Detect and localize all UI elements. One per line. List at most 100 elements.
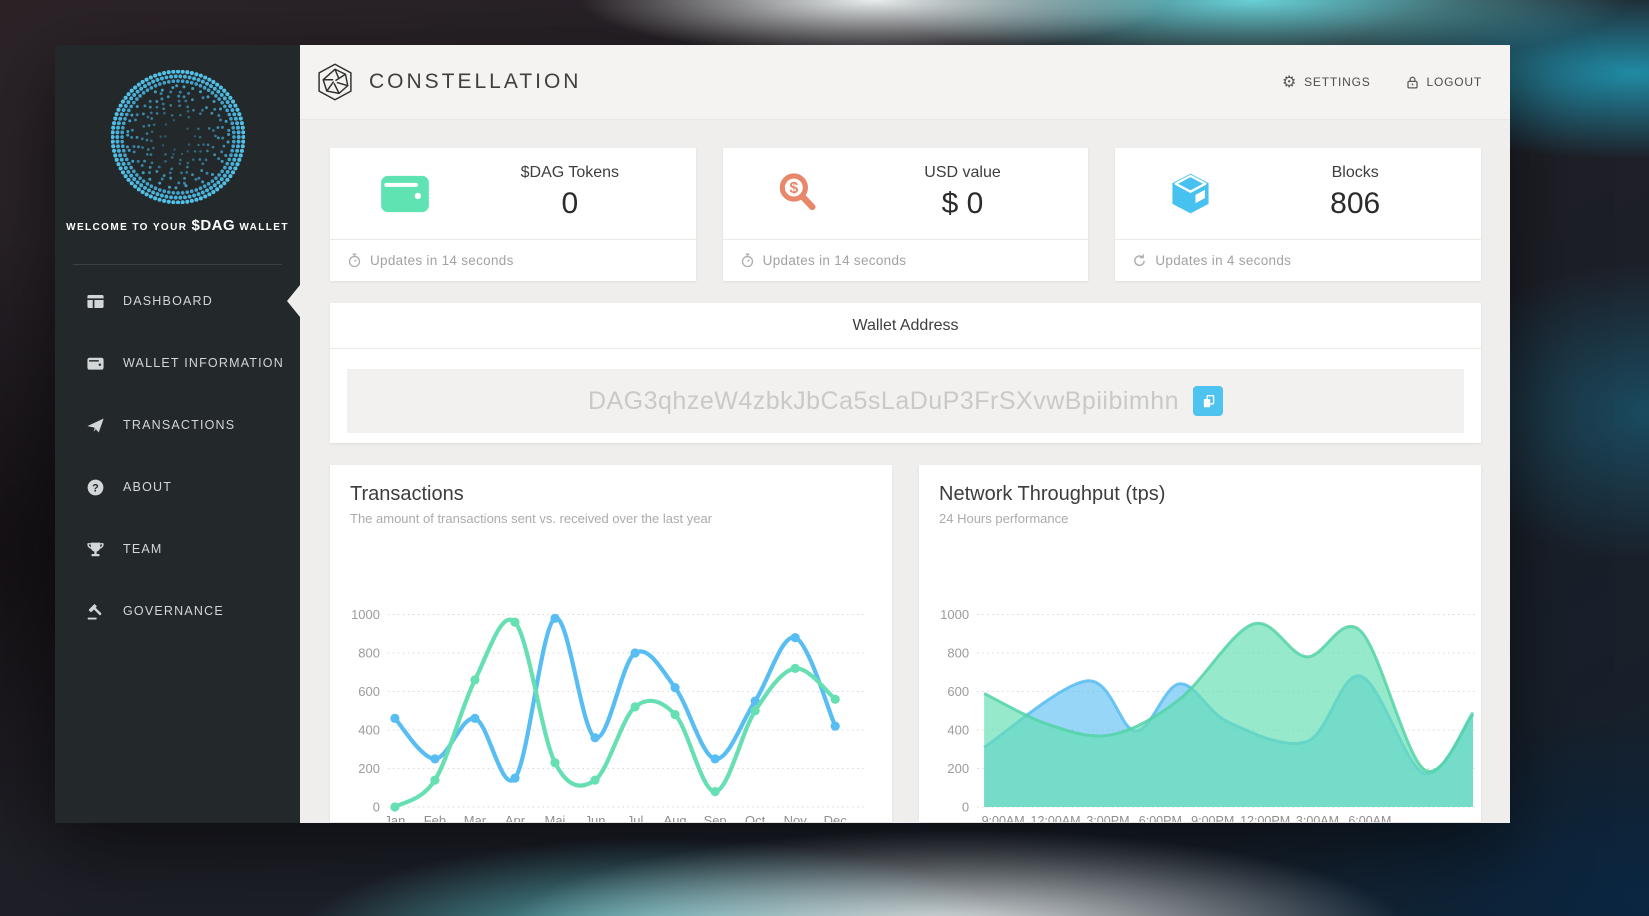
svg-text:9:00AM: 9:00AM (982, 814, 1025, 822)
stat-card-footer-text: Updates in 14 seconds (370, 253, 514, 268)
stat-card-value: $ 0 (941, 187, 984, 220)
wallet-app-window: WELCOME TO YOUR $DAG WALLET DASHBOARD WAL… (55, 45, 1510, 823)
svg-text:$: $ (789, 180, 798, 197)
svg-text:Sep: Sep (704, 813, 727, 822)
wallet-address-divider (330, 348, 1481, 349)
svg-text:1000: 1000 (351, 607, 380, 622)
svg-text:9:00PM: 9:00PM (1191, 814, 1234, 822)
gavel-icon (85, 601, 105, 621)
stat-card-top: $DAG Tokens 0 (330, 148, 696, 239)
wallet-address-value: DAG3qhzeW4zbkJbCa5sLaDuP3FrSXvwBpiibimhn (587, 386, 1180, 415)
stat-card-title: Blocks (1331, 164, 1379, 181)
stat-cards-row: $DAG Tokens 0 Updates in 14 seconds $ USD va… (330, 148, 1482, 281)
sidebar-divider (73, 264, 282, 265)
cube-icon (1115, 170, 1265, 217)
svg-text:Aug: Aug (664, 813, 687, 822)
throughput-chart-card: Network Throughput (tps) 24 Hours perfor… (919, 465, 1481, 822)
dashboard-content: $DAG Tokens 0 Updates in 14 seconds $ USD va… (300, 120, 1510, 823)
dotted-globe-icon (110, 69, 245, 205)
svg-text:Mar: Mar (464, 813, 487, 822)
sidebar-item-about[interactable]: ? ABOUT (55, 456, 300, 518)
stopwatch-icon (740, 253, 755, 268)
stat-card-texts: $DAG Tokens 0 (480, 164, 696, 221)
svg-text:Feb: Feb (424, 813, 446, 822)
sidebar-item-transactions[interactable]: TRANSACTIONS (55, 394, 300, 456)
question-icon: ? (85, 477, 105, 497)
stat-card-footer: Updates in 4 seconds (1115, 239, 1482, 281)
transactions-chart-card: Transactions The amount of transactions … (330, 465, 892, 822)
svg-text:Oct: Oct (745, 813, 766, 822)
svg-text:800: 800 (358, 645, 380, 660)
svg-text:0: 0 (962, 800, 969, 815)
topbar-actions: ⚙ SETTINGS LOGOUT (1282, 74, 1482, 90)
copy-icon (1203, 394, 1214, 407)
stat-card-blocks: Blocks 806 Updates in 4 seconds (1115, 148, 1482, 281)
wallet-card-icon (330, 173, 480, 215)
throughput-chart-title: Network Throughput (tps) (939, 483, 1166, 505)
brand: CONSTELLATION (315, 62, 581, 102)
sidebar-item-label: ABOUT (123, 480, 173, 494)
lock-icon (1405, 75, 1420, 90)
svg-text:200: 200 (947, 761, 969, 776)
stat-card-footer: Updates in 14 seconds (722, 239, 1089, 281)
search-dollar-icon: $ (723, 170, 873, 218)
stat-card-footer-text: Updates in 4 seconds (1155, 253, 1292, 268)
sidebar-item-dashboard[interactable]: DASHBOARD (55, 270, 300, 332)
dag-dotted-globe-logo (110, 69, 245, 205)
stat-card-title: USD value (924, 164, 1001, 181)
constellation-hexagon-icon (318, 63, 352, 101)
sidebar-item-label: GOVERNANCE (123, 604, 224, 618)
dashboard-icon (85, 291, 105, 311)
stat-card-title: $DAG Tokens (520, 164, 620, 181)
svg-text:6:00AM: 6:00AM (1348, 814, 1391, 822)
svg-text:Dec: Dec (824, 813, 848, 822)
svg-text:Mai: Mai (545, 813, 566, 822)
svg-text:200: 200 (358, 761, 380, 776)
sidebar-item-label: DASHBOARD (123, 294, 213, 308)
stat-card-value: 0 (561, 187, 579, 220)
svg-text:0: 0 (373, 799, 380, 814)
svg-text:3:00PM: 3:00PM (1086, 814, 1129, 822)
settings-button[interactable]: ⚙ SETTINGS (1282, 74, 1371, 90)
welcome-text: WELCOME TO YOUR $DAG WALLET (55, 217, 300, 234)
sidebar-item-wallet-information[interactable]: WALLET INFORMATION (55, 332, 300, 394)
wallet-icon (85, 353, 105, 373)
svg-text:600: 600 (358, 684, 380, 699)
stopwatch-icon (347, 253, 362, 268)
welcome-suffix: WALLET (235, 222, 289, 233)
sidebar-item-governance[interactable]: GOVERNANCE (55, 580, 300, 642)
sidebar-menu: DASHBOARD WALLET INFORMATION TRANSACTIONS?… (55, 270, 300, 642)
topbar: CONSTELLATION ⚙ SETTINGS LOGOUT (300, 45, 1510, 120)
logout-button[interactable]: LOGOUT (1405, 75, 1482, 90)
wallet-address-card: Wallet Address DAG3qhzeW4zbkJbCa5sLaDuP3… (330, 303, 1481, 443)
stat-card-value: 806 (1330, 187, 1381, 220)
charts-row: Transactions The amount of transactions … (330, 465, 1481, 822)
svg-text:12:00AM: 12:00AM (1031, 814, 1081, 822)
wallet-address-title: Wallet Address (852, 317, 959, 334)
welcome-prefix: WELCOME TO YOUR (66, 222, 192, 233)
sidebar-item-team[interactable]: TEAM (55, 518, 300, 580)
copy-address-button[interactable] (1193, 386, 1224, 416)
wallet-address-box: DAG3qhzeW4zbkJbCa5sLaDuP3FrSXvwBpiibimhn (347, 369, 1464, 433)
settings-label: SETTINGS (1304, 75, 1371, 89)
stat-card-top: $ USD value $ 0 (723, 148, 1089, 239)
trophy-icon (85, 539, 105, 559)
stat-card-top: Blocks 806 (1115, 148, 1481, 239)
refresh-icon (1132, 253, 1147, 268)
svg-text:800: 800 (947, 646, 969, 661)
transactions-chart-subtitle: The amount of transactions sent vs. rece… (350, 511, 713, 526)
stat-card-texts: Blocks 806 (1265, 164, 1481, 221)
brand-name: CONSTELLATION (369, 70, 582, 93)
svg-text:400: 400 (947, 723, 969, 738)
stat-card-usd-value: $ USD value $ 0 Updates in 14 seconds (722, 148, 1089, 281)
sidebar-item-label: TEAM (123, 542, 163, 556)
throughput-area-chart: 0 200 400 600 800 1000 9:00AM 12:00AM 3:00PM 6:00… (940, 607, 1475, 822)
sidebar-item-label: TRANSACTIONS (123, 418, 236, 432)
welcome-token: $DAG (191, 217, 236, 234)
svg-text:Jan: Jan (384, 813, 405, 822)
svg-text:12:00PM: 12:00PM (1240, 814, 1290, 822)
stat-card-texts: USD value $ 0 (873, 164, 1089, 221)
gear-icon: ⚙ (1281, 72, 1298, 91)
stat-card--dag-tokens: $DAG Tokens 0 Updates in 14 seconds (330, 148, 696, 281)
transactions-chart-title: Transactions (350, 483, 464, 505)
